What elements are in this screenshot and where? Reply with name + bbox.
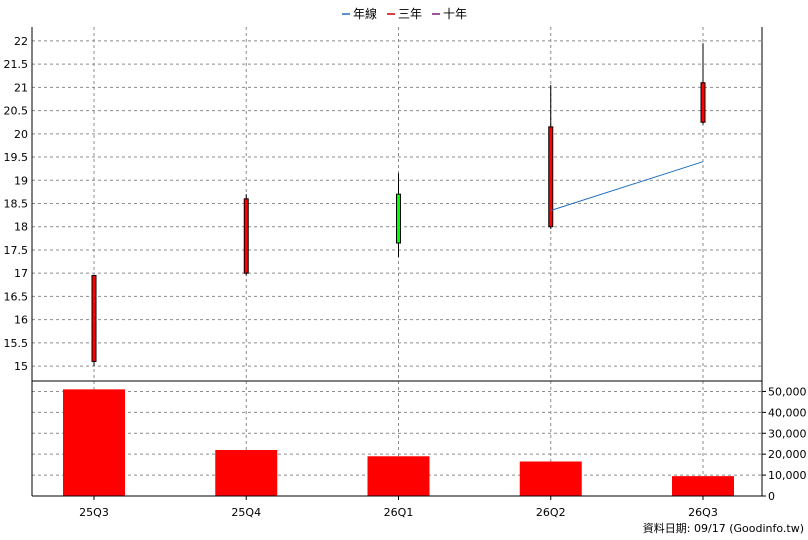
annual-line-series [550,161,704,211]
candle-body [91,274,97,362]
volume-tick-label: 40,000 [768,406,807,419]
volume-bar [215,450,278,496]
price-axis-ticks: 15 15.5 16 16.5 17 17.5 18 18.5 19 19.5 20 20.5 21 21… [4,35,29,373]
volume-bars [63,389,734,496]
volume-axis-ticks: 0 10,000 20,000 30,000 40,000 50,000 [762,385,807,503]
price-tick-label: 19.5 [4,151,29,164]
price-tick-label: 21.5 [4,58,29,71]
x-tick-label: 26Q1 [384,506,414,519]
legend: 年線 三年 十年 [342,6,467,21]
price-tick-label: 16.5 [4,290,29,303]
volume-bar [672,476,734,496]
x-tick-label: 26Q3 [688,506,718,519]
legend-label-2: 十年 [443,7,467,21]
price-tick-label: 15.5 [4,337,29,350]
price-tick-label: 17 [14,267,28,280]
candle-body [243,198,249,274]
volume-tick-label: 20,000 [768,448,807,461]
x-tick-label: 25Q3 [79,506,109,519]
price-tick-label: 22 [14,35,28,48]
price-tick-label: 16 [14,314,28,327]
x-tick-label: 25Q4 [231,506,261,519]
candles [91,43,706,367]
candle-body [548,126,554,228]
price-tick-label: 18.5 [4,198,29,211]
legend-label-1: 三年 [398,7,422,21]
price-tick-label: 20 [14,128,28,141]
volume-bar [519,461,582,496]
volume-tick-label: 30,000 [768,427,807,440]
price-tick-label: 15 [14,360,28,373]
volume-tick-label: 50,000 [768,385,807,398]
candle-body [700,82,706,123]
x-axis-labels: 25Q3 25Q4 26Q1 26Q2 26Q3 [79,506,718,519]
price-tick-label: 18 [14,221,28,234]
volume-bar [63,389,125,496]
annual-line [550,161,704,211]
data-date-footer: 資料日期: 09/17 (Goodinfo.tw) [642,522,804,535]
volume-tick-label: 0 [768,490,775,503]
volume-grid [32,390,762,476]
price-tick-label: 17.5 [4,244,29,257]
volume-tick-label: 10,000 [768,469,807,482]
volume-bar [367,456,430,496]
axes [31,27,763,500]
price-tick-label: 20.5 [4,105,29,118]
x-tick-label: 26Q2 [536,506,566,519]
price-tick-label: 19 [14,174,28,187]
candle-body [396,193,401,244]
price-grid [32,27,762,496]
legend-label-0: 年線 [353,6,377,21]
price-tick-label: 21 [14,81,28,94]
